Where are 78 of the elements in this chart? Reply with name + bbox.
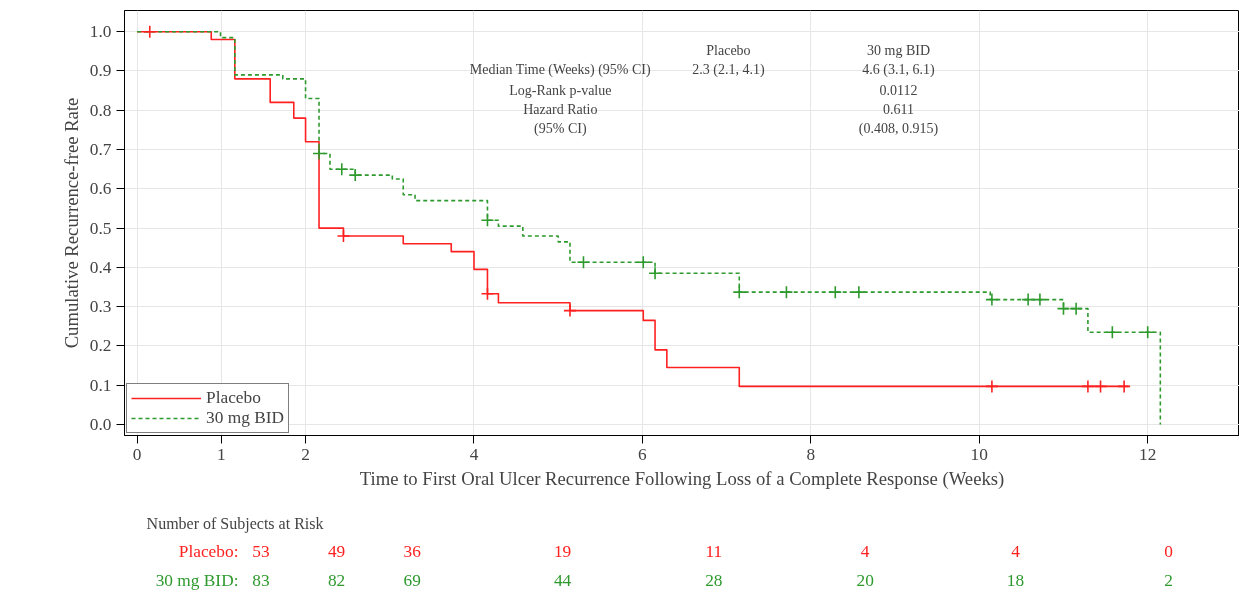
point (985, 292, 999, 307)
text: 11 (705, 542, 723, 561)
annotation: Median Time (Weeks) (95% CI) (469, 62, 651, 79)
x-tick-label: 6 (638, 444, 648, 464)
x-tick-label: 0 (132, 444, 142, 464)
point (348, 168, 363, 182)
legend-label: 30 mg BID (206, 408, 284, 428)
annotation: Placebo (706, 43, 751, 59)
point (1069, 301, 1083, 316)
point (563, 303, 577, 318)
x-tick-label: 12 (1139, 444, 1157, 464)
point (1093, 379, 1108, 394)
point (1081, 379, 1095, 394)
annotation: Hazard Ratio (523, 101, 598, 117)
text: 19 (553, 542, 572, 561)
annotation: 0.0112 (879, 83, 918, 99)
y-tick-label: 1.0 (89, 22, 112, 42)
y-tick-label: 0.3 (89, 297, 112, 317)
y-tick-label: 0.8 (89, 100, 112, 120)
y-tick-label: 0.7 (89, 140, 112, 160)
point (334, 162, 349, 176)
annotation: 4.6 (3.1, 6.1) (862, 62, 936, 79)
point (852, 285, 866, 299)
text: 69 (403, 571, 421, 590)
text: 44 (553, 571, 572, 590)
text: 20 (856, 571, 874, 590)
x-tick-label: 10 (970, 444, 988, 464)
text: 2 (1164, 571, 1173, 590)
point (1033, 292, 1047, 307)
point (1140, 325, 1155, 339)
point (828, 285, 843, 299)
x-tick-label: 4 (469, 444, 479, 464)
legend-label: Placebo (206, 388, 261, 408)
text: 49 (327, 542, 346, 561)
x-tick-label: 8 (806, 444, 816, 464)
text: 30 mg BID: (155, 571, 239, 590)
y-tick-label: 0.6 (89, 179, 112, 199)
text: 28 (705, 571, 723, 590)
text: 18 (1006, 571, 1025, 590)
point (732, 285, 747, 299)
text: 36 (403, 542, 422, 561)
text: 4 (1011, 542, 1021, 561)
point (480, 213, 495, 228)
text: Number of Subjects at Risk (146, 515, 324, 533)
text: Placebo: (178, 542, 239, 561)
y-tick-label: 0.0 (89, 415, 112, 434)
annotation: Log-Rank p-value (509, 82, 612, 98)
y-axis-title: Cumulative Recurrence-free Rate (60, 97, 82, 349)
point (480, 286, 495, 301)
text: 4 (860, 542, 870, 561)
text: 83 (252, 571, 270, 590)
y-tick-label: 0.2 (89, 336, 112, 356)
point (1105, 325, 1120, 339)
point (336, 229, 351, 243)
y-tick-label: 0.9 (89, 61, 112, 81)
x-tick-label: 1 (217, 444, 226, 464)
text: 0 (1164, 542, 1173, 561)
x-axis-title: Time to First Oral Ulcer Recurrence Following Loss of a Complete Response (Weeks) (359, 467, 1005, 490)
text: 82 (327, 571, 346, 590)
x-tick-label: 2 (301, 444, 310, 464)
point (985, 379, 999, 394)
annotation: 0.611 (883, 102, 915, 118)
y-tick-label: 0.1 (89, 375, 112, 395)
point (636, 255, 651, 270)
annotation: (95% CI) (534, 120, 587, 137)
text: 53 (252, 542, 270, 561)
point (779, 285, 794, 299)
point (1021, 292, 1035, 307)
y-tick-label: 0.4 (89, 257, 112, 277)
point (142, 24, 157, 39)
y-tick-label: 0.5 (89, 218, 112, 238)
annotation: 2.3 (2.1, 4.1) (692, 62, 765, 79)
point (648, 266, 662, 281)
point (312, 146, 326, 161)
point (576, 255, 591, 270)
annotation: 30 mg BID (867, 43, 931, 59)
annotation: (0.408, 0.915) (858, 120, 939, 137)
point (1056, 301, 1071, 316)
